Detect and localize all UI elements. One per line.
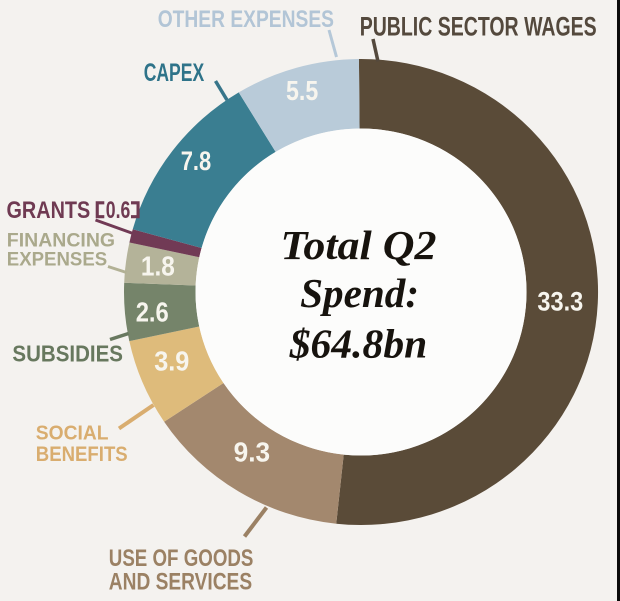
svg-text:OTHER EXPENSES: OTHER EXPENSES	[158, 6, 334, 33]
svg-text:$64.8bn: $64.8bn	[289, 320, 428, 366]
svg-text:1.8: 1.8	[141, 251, 175, 282]
svg-text:9.3: 9.3	[234, 437, 271, 468]
svg-text:PUBLIC SECTOR WAGES: PUBLIC SECTOR WAGES	[360, 11, 597, 41]
svg-text:CAPEX: CAPEX	[144, 60, 205, 87]
svg-text:5.5: 5.5	[286, 75, 318, 106]
svg-text:FINANCING: FINANCING	[7, 229, 115, 251]
svg-text:2.6: 2.6	[136, 296, 169, 327]
svg-text:0.6: 0.6	[106, 197, 131, 224]
svg-text:BENEFITS: BENEFITS	[36, 443, 128, 466]
svg-text:GRANTS: GRANTS	[7, 197, 91, 224]
svg-text:SUBSIDIES: SUBSIDIES	[12, 341, 123, 367]
svg-text:7.8: 7.8	[181, 146, 212, 176]
svg-text:3.9: 3.9	[154, 346, 189, 377]
svg-text:SOCIAL: SOCIAL	[36, 421, 109, 444]
svg-text:USE OF GOODS: USE OF GOODS	[109, 545, 254, 572]
svg-text:33.3: 33.3	[537, 286, 583, 317]
svg-text:Total Q2: Total Q2	[281, 222, 437, 268]
svg-text:AND SERVICES: AND SERVICES	[109, 568, 252, 595]
svg-text:EXPENSES: EXPENSES	[7, 249, 107, 271]
svg-text:Spend:: Spend:	[300, 270, 419, 316]
